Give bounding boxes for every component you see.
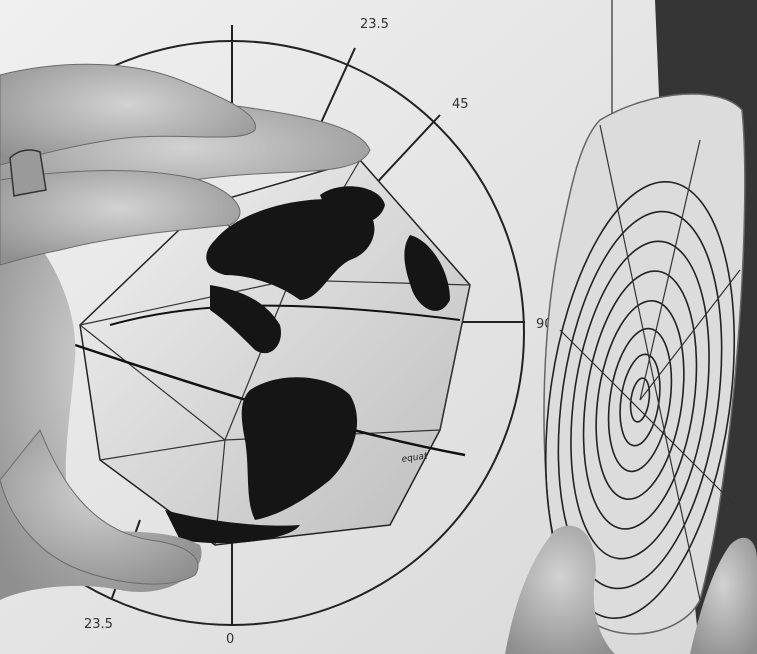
dial-label-bottom: 0	[226, 632, 234, 647]
thumb-right	[505, 525, 615, 654]
antarctic-landmass	[165, 510, 300, 544]
dial-tick-45	[369, 114, 441, 191]
dial-label-top: 23.5	[360, 17, 389, 32]
dial-tick-23-top	[319, 47, 356, 126]
south-america-landmass	[241, 377, 358, 520]
ring-card	[543, 93, 746, 635]
equator-caption: equat	[401, 451, 429, 465]
central-america-landmass	[210, 285, 281, 354]
dial-label-lower-left: 23.5	[84, 617, 113, 632]
europe-landmass	[404, 235, 450, 311]
north-america-landmass	[206, 199, 375, 300]
left-hand	[0, 63, 371, 600]
greenland-landmass	[320, 186, 385, 225]
icosahedron-globe: equat	[74, 159, 471, 546]
finger-middle	[0, 170, 241, 266]
thumb-left	[0, 429, 199, 585]
hand-right-edge	[690, 537, 757, 654]
ring-band	[9, 149, 47, 197]
dial-label-45: 45	[452, 97, 469, 112]
finger-upper	[0, 63, 257, 166]
